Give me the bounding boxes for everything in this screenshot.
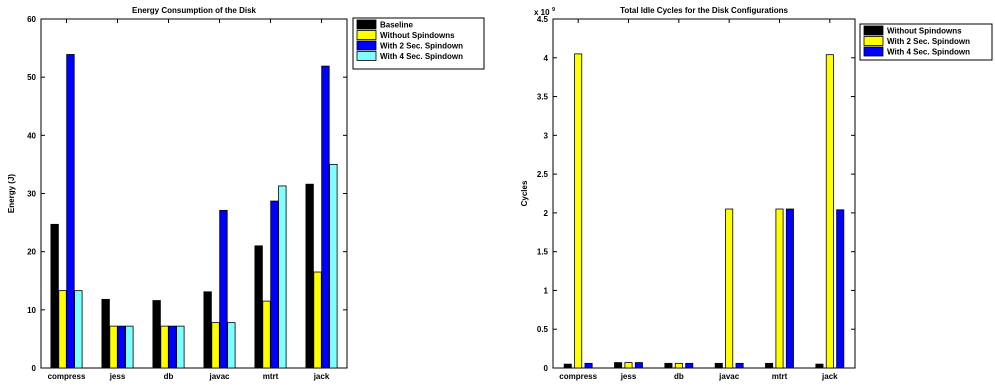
bar	[125, 325, 134, 369]
bar	[574, 53, 583, 369]
y-axis-label: Cycles	[520, 180, 529, 206]
y-axis-label: Energy (J)	[7, 174, 16, 213]
bar	[117, 325, 126, 369]
plot-frame	[40, 18, 348, 369]
bar	[825, 54, 834, 369]
bar	[313, 271, 322, 369]
legend-swatch	[863, 36, 884, 46]
y-tick-label: 1.5	[537, 248, 549, 257]
bar	[725, 208, 734, 369]
x-tick-label: mtrt	[772, 372, 788, 381]
idle-cycles-chart: Total Idle Cycles for the Disk Configura…	[520, 6, 993, 381]
y-multiplier-exponent: 9	[552, 7, 555, 13]
bar	[211, 322, 220, 369]
y-tick-label: 2.5	[537, 170, 549, 179]
legend-label: With 4 Sec. Spindown	[887, 48, 970, 57]
x-tick-label: compress	[48, 372, 86, 381]
x-tick-label: jess	[620, 372, 637, 381]
y-tick-label: 20	[27, 248, 36, 257]
y-tick-label: 10	[27, 306, 36, 315]
x-tick-label: db	[674, 372, 684, 381]
x-tick-label: compress	[559, 372, 597, 381]
legend-label: Without Spindowns	[380, 31, 455, 40]
y-tick-label: 4.5	[537, 15, 549, 24]
bar	[815, 363, 824, 369]
x-tick-label: db	[164, 372, 174, 381]
bar	[176, 325, 185, 369]
legend-label: With 4 Sec. Spindown	[380, 52, 463, 61]
y-tick-label: 2	[544, 209, 549, 218]
bar	[785, 208, 794, 369]
legend-label: With 2 Sec. Spindown	[380, 42, 463, 51]
y-tick-label: 3	[544, 131, 549, 140]
bar	[624, 362, 633, 369]
bar	[66, 54, 75, 369]
bar	[50, 223, 59, 369]
bar	[329, 164, 338, 369]
bar	[109, 325, 118, 369]
legend-swatch	[863, 46, 884, 57]
bar	[836, 209, 845, 369]
y-tick-label: 30	[27, 190, 36, 199]
bar	[674, 362, 683, 369]
bar	[634, 362, 643, 369]
x-tick-label: javac	[718, 372, 740, 381]
x-tick-label: jack	[821, 372, 838, 381]
y-tick-label: 0	[32, 364, 37, 373]
x-tick-label: jess	[109, 372, 126, 381]
bar	[735, 362, 744, 369]
legend-swatch	[356, 19, 377, 30]
bar	[101, 298, 110, 369]
y-tick-label: 1	[544, 286, 549, 295]
bar	[219, 209, 228, 369]
bar	[58, 290, 67, 369]
plot-frame	[552, 18, 856, 369]
bar	[203, 291, 212, 369]
legend-swatch	[356, 40, 377, 51]
bar	[74, 290, 83, 369]
bar	[305, 183, 314, 369]
bar	[262, 300, 271, 369]
y-multiplier-base: x 10	[534, 8, 550, 17]
bar	[775, 208, 784, 369]
bar	[664, 362, 673, 369]
x-tick-label: jack	[313, 372, 330, 381]
y-tick-label: 0	[544, 364, 549, 373]
bar	[765, 362, 774, 369]
legend-label: Baseline	[380, 21, 413, 30]
y-tick-label: 4	[544, 54, 549, 63]
bar	[168, 325, 177, 369]
bar	[685, 362, 694, 369]
bar	[278, 185, 287, 369]
legend-swatch	[356, 30, 377, 40]
y-tick-label: 60	[27, 15, 36, 24]
y-tick-label: 40	[27, 131, 36, 140]
energy-chart: Energy Consumption of the Disk Energy (J)…	[7, 6, 485, 381]
bar	[160, 325, 169, 369]
bar	[254, 245, 263, 369]
bar	[584, 362, 593, 369]
legend-label: With 2 Sec. Spindown	[887, 37, 970, 46]
y-tick-label: 3.5	[537, 93, 549, 102]
bar	[563, 363, 572, 369]
bar	[321, 65, 330, 369]
x-tick-label: mtrt	[263, 372, 279, 381]
chart-title: Energy Consumption of the Disk	[132, 6, 257, 15]
bar	[614, 362, 623, 369]
bar	[227, 322, 236, 369]
chart-title: Total Idle Cycles for the Disk Configura…	[620, 6, 788, 15]
y-tick-label: 0.5	[537, 325, 549, 334]
legend-label: Without Spindowns	[887, 27, 962, 36]
bar	[270, 200, 279, 369]
legend-swatch	[356, 51, 377, 61]
bar	[152, 300, 161, 369]
x-tick-label: javac	[208, 372, 230, 381]
y-tick-label: 50	[27, 73, 36, 82]
legend-swatch	[863, 25, 884, 36]
bar	[714, 362, 723, 369]
